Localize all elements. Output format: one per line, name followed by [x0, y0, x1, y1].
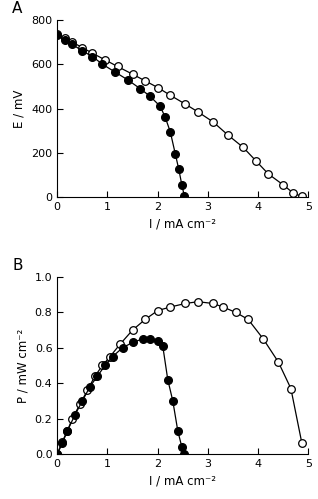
X-axis label: I / mA cm⁻²: I / mA cm⁻²: [149, 475, 216, 488]
X-axis label: I / mA cm⁻²: I / mA cm⁻²: [149, 218, 216, 231]
Y-axis label: P / mW cm⁻²: P / mW cm⁻²: [16, 328, 29, 403]
Y-axis label: E / mV: E / mV: [13, 89, 26, 128]
Text: B: B: [12, 258, 23, 273]
Text: A: A: [12, 1, 22, 16]
